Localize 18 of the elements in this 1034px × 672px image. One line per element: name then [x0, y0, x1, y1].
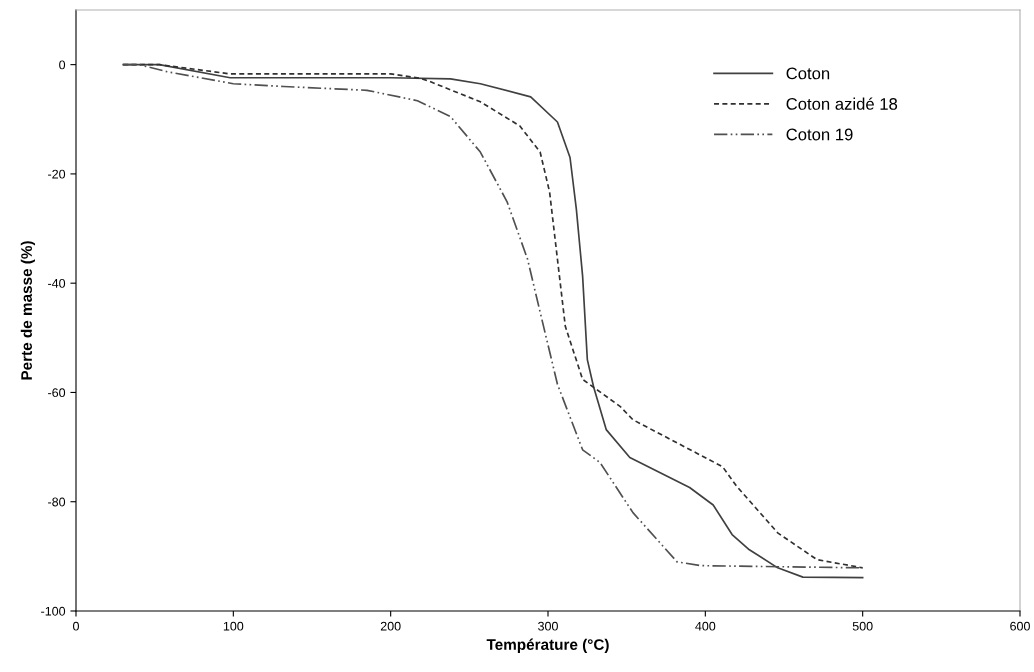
y-tick-label: -40	[48, 278, 66, 288]
legend-label: Coton	[786, 67, 830, 80]
y-tick-label: -100	[41, 606, 66, 616]
x-tick-label: 600	[1010, 621, 1030, 631]
y-axis-title: Perte de masse (%)	[20, 241, 36, 380]
y-tick-label: 0	[59, 60, 66, 70]
x-tick-label: 100	[223, 621, 244, 631]
x-tick-label: 300	[538, 621, 558, 631]
x-axis-title: Température (°C)	[486, 638, 609, 653]
x-tick-label: 200	[380, 621, 401, 631]
y-tick-label: -80	[48, 497, 66, 507]
x-tick-label: 0	[73, 621, 79, 631]
legend-label: Coton azidé 18	[786, 97, 898, 110]
y-tick-label: -60	[48, 388, 66, 398]
y-tick-label: -20	[48, 169, 66, 179]
x-tick-label: 400	[695, 621, 716, 631]
legend-label: Coton 19	[786, 128, 853, 141]
x-tick-label: 500	[852, 621, 873, 631]
